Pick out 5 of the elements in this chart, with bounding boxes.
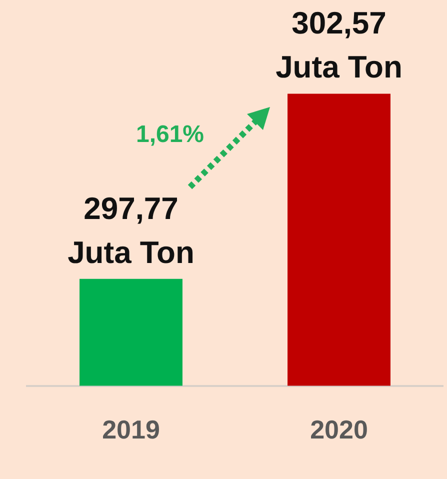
x-tick-label: 2019 bbox=[102, 414, 160, 445]
x-tick-label: 2020 bbox=[310, 414, 368, 445]
data-label: 302,57 Juta Ton bbox=[276, 6, 402, 85]
data-label: 297,77 Juta Ton bbox=[68, 190, 194, 270]
annotation: 1,61% bbox=[136, 121, 204, 148]
